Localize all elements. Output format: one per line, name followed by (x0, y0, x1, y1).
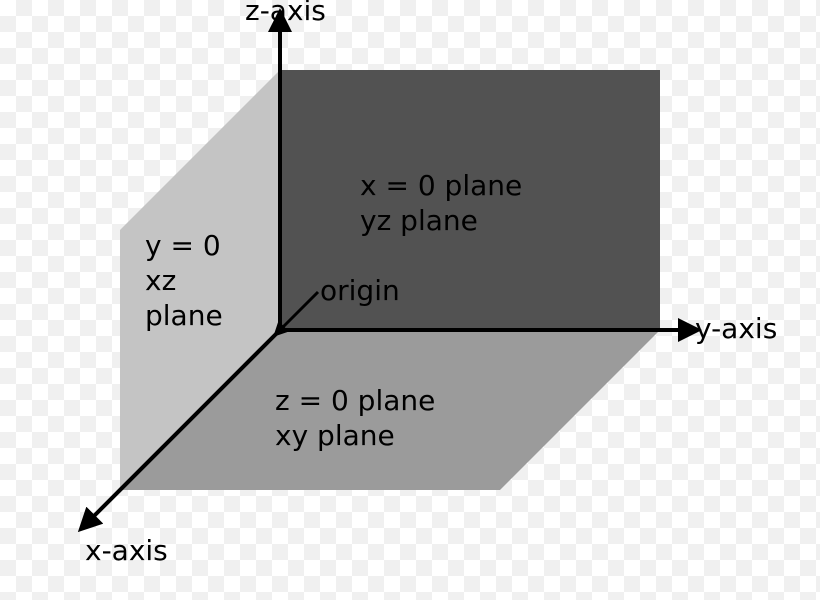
xy-plane-label-1: z = 0 plane (275, 384, 435, 417)
xz-plane-label-2: xz (145, 264, 176, 297)
origin-label: origin (320, 274, 400, 307)
xz-plane-label-3: plane (145, 299, 223, 332)
yz-plane-label-1: x = 0 plane (360, 169, 522, 202)
x-axis-label: x-axis (85, 534, 168, 567)
xz-plane-label-1: y = 0 (145, 229, 221, 262)
xy-plane-label-2: xy plane (275, 419, 395, 452)
y-axis-label: y-axis (695, 312, 777, 345)
yz-plane-label-2: yz plane (360, 204, 478, 237)
z-axis-label: z-axis (245, 0, 326, 27)
